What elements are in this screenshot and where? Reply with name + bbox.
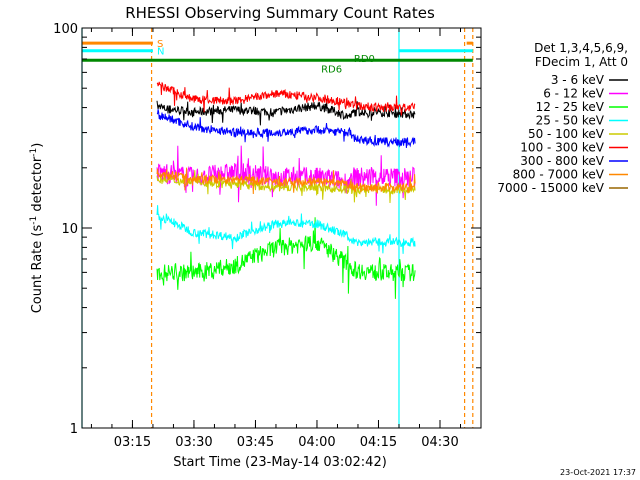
legend-header-line-2: FDecim 1, Att 0 (535, 55, 628, 69)
legend-label: 12 - 25 keV (536, 100, 605, 114)
series-line (156, 98, 416, 126)
legend-label: 6 - 12 keV (543, 87, 605, 101)
flag-label: N (157, 47, 164, 58)
series-line (156, 109, 416, 149)
x-tick-label: 04:00 (298, 435, 335, 450)
series-line (156, 205, 416, 254)
x-tick-label: 03:30 (175, 435, 212, 450)
x-tick-label: 04:30 (421, 435, 458, 450)
legend-label: 800 - 7000 keV (513, 168, 605, 182)
flag-label: S (157, 39, 163, 50)
x-axis-label: Start Time (23-May-14 03:02:42) (173, 455, 387, 470)
flag-label: RD0 (354, 54, 375, 65)
y-tick-label: 1 (70, 422, 78, 437)
legend-label: 100 - 300 keV (520, 141, 604, 155)
x-axis: 03:15 03:30 03:45 04:00 04:15 04:30 (90, 28, 482, 450)
legend-label: 50 - 100 keV (528, 127, 605, 141)
footer-date: 23-Oct-2021 17:37 (560, 468, 636, 477)
x-tick-label: 03:45 (237, 435, 274, 450)
legend-label: 3 - 6 keV (551, 73, 605, 87)
legend-header-line-1: Det 1,3,4,5,6,9, (534, 41, 628, 55)
series-line (156, 167, 416, 195)
x-tick-label: 03:15 (114, 435, 151, 450)
series-line (156, 145, 416, 206)
plot-area: SN RD0 RD6 (81, 28, 474, 428)
flag-label: RD6 (321, 65, 342, 76)
series-line (156, 217, 416, 299)
y-axis: 1 10 100 (53, 22, 481, 437)
plot-frame (81, 27, 482, 429)
y-tick-label: 100 (53, 22, 78, 37)
y-tick-label: 10 (61, 222, 78, 237)
series-line (156, 81, 416, 116)
legend-label: 25 - 50 keV (536, 114, 605, 128)
y-axis-label: Count Rate (s-1 detector-1) (29, 143, 45, 314)
legend-label: 300 - 800 keV (520, 154, 604, 168)
x-tick-label: 04:15 (360, 435, 397, 450)
legend: Det 1,3,4,5,6,9, FDecim 1, Att 0 3 - 6 k… (497, 41, 628, 195)
legend-label: 7000 - 15000 keV (497, 181, 604, 195)
chart-title: RHESSI Observing Summary Count Rates (125, 4, 435, 22)
